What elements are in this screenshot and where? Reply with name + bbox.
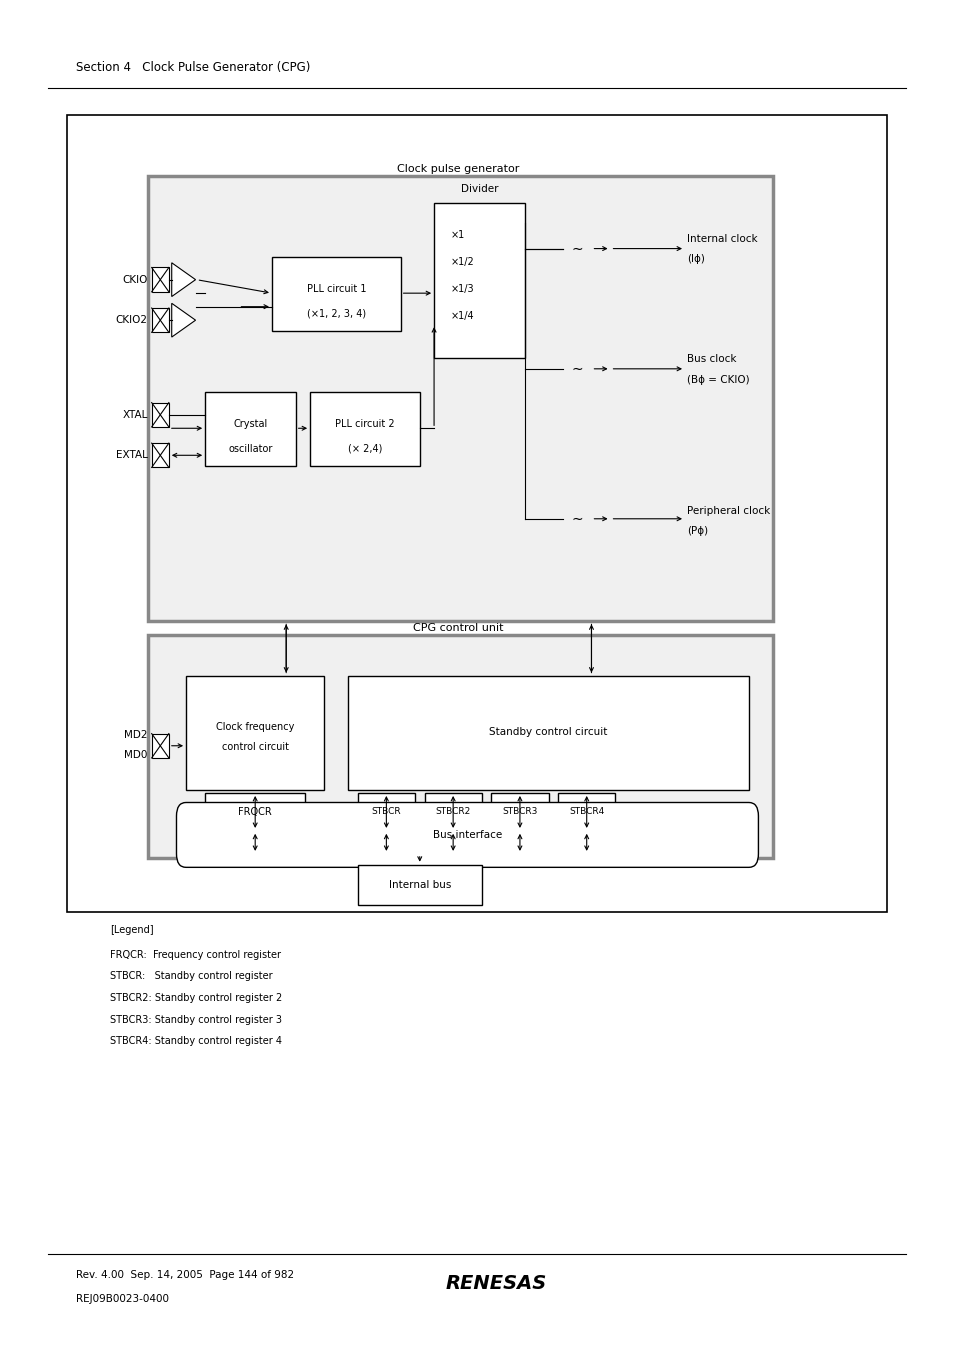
FancyBboxPatch shape bbox=[357, 793, 415, 831]
Text: Bus interface: Bus interface bbox=[433, 830, 501, 840]
Text: FRQCR:  Frequency control register: FRQCR: Frequency control register bbox=[110, 950, 280, 959]
Text: ∼: ∼ bbox=[571, 362, 582, 376]
Text: STBCR4: STBCR4 bbox=[569, 808, 603, 816]
FancyBboxPatch shape bbox=[491, 793, 548, 831]
Text: PLL circuit 1: PLL circuit 1 bbox=[306, 284, 366, 295]
FancyBboxPatch shape bbox=[424, 793, 481, 831]
FancyBboxPatch shape bbox=[434, 203, 524, 358]
Text: oscillator: oscillator bbox=[228, 443, 273, 454]
FancyBboxPatch shape bbox=[152, 443, 169, 467]
FancyBboxPatch shape bbox=[205, 392, 295, 466]
Text: (Pϕ): (Pϕ) bbox=[686, 526, 707, 536]
Text: STBCR:   Standby control register: STBCR: Standby control register bbox=[110, 971, 272, 981]
Text: REJ09B0023-0400: REJ09B0023-0400 bbox=[76, 1294, 169, 1304]
Text: Standby control circuit: Standby control circuit bbox=[489, 727, 607, 738]
Text: (Iϕ): (Iϕ) bbox=[686, 254, 704, 265]
FancyBboxPatch shape bbox=[67, 115, 886, 912]
Text: CKIO: CKIO bbox=[122, 274, 148, 285]
FancyBboxPatch shape bbox=[348, 676, 748, 790]
FancyBboxPatch shape bbox=[152, 308, 169, 332]
FancyBboxPatch shape bbox=[357, 865, 481, 905]
Text: STBCR2: STBCR2 bbox=[436, 808, 470, 816]
Text: Internal clock: Internal clock bbox=[686, 234, 757, 245]
Text: CPG control unit: CPG control unit bbox=[413, 623, 502, 634]
FancyBboxPatch shape bbox=[152, 734, 169, 758]
Text: STBCR3: STBCR3 bbox=[501, 808, 537, 816]
FancyBboxPatch shape bbox=[310, 392, 419, 466]
Text: ×1/4: ×1/4 bbox=[450, 311, 474, 322]
Polygon shape bbox=[172, 263, 195, 297]
Text: STBCR2: Standby control register 2: STBCR2: Standby control register 2 bbox=[110, 993, 282, 1002]
FancyBboxPatch shape bbox=[148, 176, 772, 621]
Text: Clock frequency: Clock frequency bbox=[215, 721, 294, 732]
Text: Bus clock: Bus clock bbox=[686, 354, 736, 365]
Text: Divider: Divider bbox=[460, 184, 497, 195]
Text: [Legend]: [Legend] bbox=[110, 925, 153, 935]
Text: MD0: MD0 bbox=[124, 750, 148, 761]
Text: Peripheral clock: Peripheral clock bbox=[686, 505, 769, 516]
Text: ×1: ×1 bbox=[450, 230, 464, 240]
Text: Section 4   Clock Pulse Generator (CPG): Section 4 Clock Pulse Generator (CPG) bbox=[76, 61, 311, 74]
FancyBboxPatch shape bbox=[148, 635, 772, 858]
Text: MD2: MD2 bbox=[124, 730, 148, 740]
Text: RENESAS: RENESAS bbox=[445, 1274, 546, 1293]
Text: (Bϕ = CKIO): (Bϕ = CKIO) bbox=[686, 374, 749, 385]
Text: PLL circuit 2: PLL circuit 2 bbox=[335, 419, 395, 430]
Polygon shape bbox=[172, 304, 195, 336]
Text: control circuit: control circuit bbox=[221, 742, 289, 753]
FancyBboxPatch shape bbox=[272, 257, 400, 331]
Text: ∼: ∼ bbox=[571, 512, 582, 526]
Text: Internal bus: Internal bus bbox=[388, 880, 451, 890]
FancyBboxPatch shape bbox=[152, 403, 169, 427]
Text: EXTAL: EXTAL bbox=[116, 450, 148, 461]
Text: Crystal: Crystal bbox=[233, 419, 267, 430]
Text: XTAL: XTAL bbox=[122, 409, 148, 420]
FancyBboxPatch shape bbox=[205, 793, 305, 831]
Text: CKIO2: CKIO2 bbox=[115, 315, 148, 326]
Text: (× 2,4): (× 2,4) bbox=[347, 443, 382, 454]
FancyBboxPatch shape bbox=[152, 267, 169, 292]
FancyBboxPatch shape bbox=[176, 802, 758, 867]
Text: STBCR4: Standby control register 4: STBCR4: Standby control register 4 bbox=[110, 1036, 281, 1046]
Text: ×1/2: ×1/2 bbox=[450, 257, 474, 267]
Text: Clock pulse generator: Clock pulse generator bbox=[396, 163, 518, 174]
Text: STBCR3: Standby control register 3: STBCR3: Standby control register 3 bbox=[110, 1015, 281, 1024]
Text: (×1, 2, 3, 4): (×1, 2, 3, 4) bbox=[307, 308, 365, 319]
Text: ×1/3: ×1/3 bbox=[450, 284, 474, 295]
Text: Rev. 4.00  Sep. 14, 2005  Page 144 of 982: Rev. 4.00 Sep. 14, 2005 Page 144 of 982 bbox=[76, 1270, 294, 1279]
FancyBboxPatch shape bbox=[186, 676, 324, 790]
Text: STBCR: STBCR bbox=[371, 808, 401, 816]
Text: FRQCR: FRQCR bbox=[238, 807, 272, 817]
Text: ∼: ∼ bbox=[571, 242, 582, 255]
FancyBboxPatch shape bbox=[558, 793, 615, 831]
